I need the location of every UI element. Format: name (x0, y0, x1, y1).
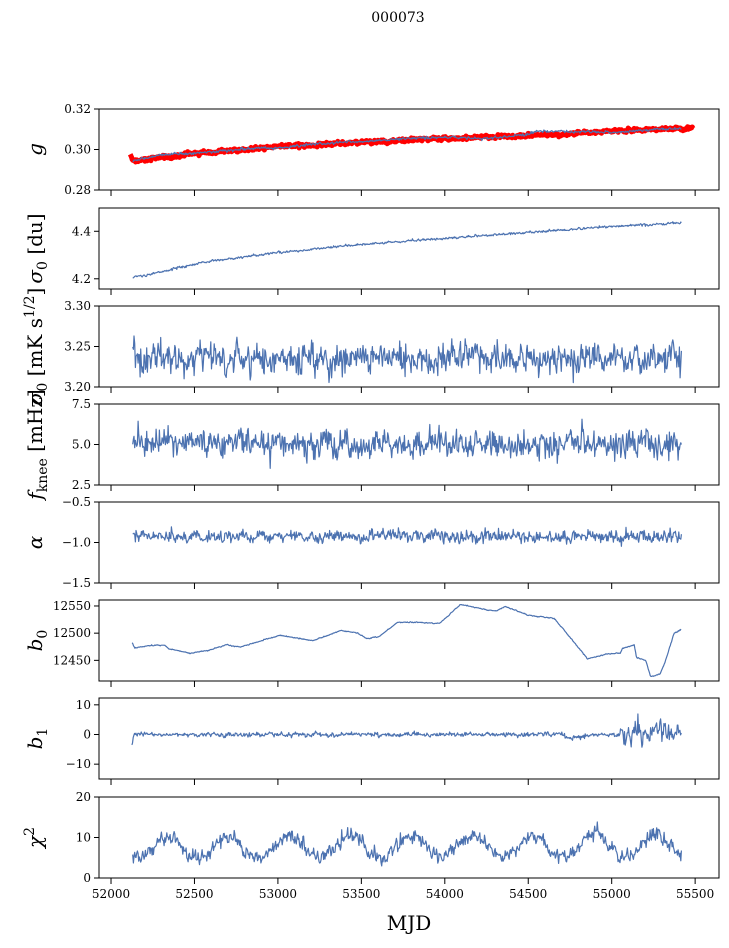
y-label-ylabel: b (23, 639, 47, 652)
y-tick-label: 5.0 (72, 438, 91, 452)
axes-frame (98, 697, 720, 780)
y-tick-label: 4.2 (72, 272, 91, 286)
series-line-sigma0_du (132, 221, 682, 279)
y-tick-label: 10 (76, 698, 91, 712)
y-tick-label: 0 (83, 727, 91, 741)
y-label-ylabel_sub: 0 (35, 261, 51, 270)
panel-6: 12450 12500 12550 b0 (23, 599, 720, 687)
series-line-b0 (131, 603, 682, 678)
series-line-fknee (132, 418, 682, 469)
y-tick-label: 10 (76, 831, 91, 845)
y-tick-label: 7.5 (72, 397, 91, 411)
panel-1: 0.28 0.30 0.32 g (23, 102, 720, 197)
panel-3: 3.20 3.25 3.30 σ0 [mK s1/2] (22, 288, 720, 406)
y-label-ylabel_sub: 0 (35, 383, 51, 392)
y-axis-label: σ0 [mK s1/2] (22, 288, 51, 406)
y-tick-label: 3.20 (64, 380, 91, 394)
chart-title: 000073 (371, 10, 424, 26)
y-label-ylabel_sub: 0 (35, 630, 51, 639)
y-axis-label: b0 (23, 630, 51, 652)
y-tick-label: 0 (83, 871, 91, 885)
series-line-alpha (132, 526, 682, 547)
series-line-b1 (131, 713, 682, 748)
x-axis-label: MJD (387, 911, 432, 935)
x-tick-label: 55500 (676, 887, 714, 901)
x-tick-label: 54500 (509, 887, 547, 901)
y-label-ylabel_end: ] (23, 288, 47, 296)
y-label-ylabel: σ (23, 390, 47, 405)
y-tick-label: 12500 (53, 626, 91, 640)
y-label-ylabel_unit: [du] (23, 213, 47, 261)
y-label-ylabel: b (23, 737, 47, 750)
y-tick-label: −1.0 (62, 536, 91, 550)
y-axis-label: α (23, 535, 47, 549)
x-tick-label: 52000 (92, 887, 130, 901)
y-label-ylabel_unit: [mK s (23, 318, 47, 383)
panel-2: 4.2 4.4 σ0 [du] (23, 207, 720, 295)
panel-8: 0 10 20 52000 52500 53000 53500 54000 54500 55000… (22, 790, 720, 901)
axes-frame (98, 207, 720, 290)
y-label-ylabel: χ (23, 834, 47, 850)
panel-7: −10 0 10 b1 (23, 697, 720, 785)
y-axis-label: g (23, 143, 47, 156)
y-label-ylabel_sub: knee (35, 458, 51, 492)
y-tick-label: −10 (66, 757, 91, 771)
y-axis-label: σ0 [du] (23, 213, 51, 283)
axes-frame (98, 501, 720, 584)
y-label-ylabel_unit: [mHz] (23, 389, 47, 458)
axes-frame (98, 599, 720, 682)
axes-frame (98, 305, 720, 388)
x-tick-label: 54000 (426, 887, 464, 901)
y-label-ylabel_sup: 2 (22, 827, 38, 836)
y-tick-label: 0.28 (64, 183, 91, 197)
y-label-ylabel: α (23, 535, 47, 549)
x-tick-label: 55000 (593, 887, 631, 901)
y-tick-label: 4.4 (72, 224, 91, 238)
series-line-g (132, 126, 682, 162)
series-line-sigma0_mK (132, 335, 682, 384)
y-tick-label: 2.5 (72, 478, 91, 492)
y-tick-label: 3.30 (64, 299, 91, 313)
x-tick-label: 52500 (175, 887, 213, 901)
y-label-ylabel: σ (23, 269, 47, 284)
y-label-ylabel_sub: 1 (35, 728, 51, 737)
x-tick-label: 53500 (342, 887, 380, 901)
y-label-ylabel_sup: 1/2 (22, 296, 38, 319)
series-line-chi2 (132, 821, 682, 867)
y-tick-label: 0.30 (64, 143, 91, 157)
panel-4: 2.5 5.0 7.5 fknee [mHz] (23, 389, 720, 502)
y-tick-label: 12450 (53, 653, 91, 667)
y-axis-label: χ2 (22, 827, 47, 850)
x-tick-label: 53000 (259, 887, 297, 901)
y-tick-label: −1.5 (62, 576, 91, 590)
y-tick-label: 12550 (53, 599, 91, 613)
y-tick-label: 3.25 (64, 340, 91, 354)
y-axis-label: b1 (23, 728, 51, 750)
y-axis-label: fknee [mHz] (23, 389, 51, 501)
y-tick-label: 0.32 (64, 102, 91, 116)
y-label-ylabel: g (23, 143, 47, 156)
y-tick-label: 20 (76, 790, 91, 804)
y-tick-label: −0.5 (62, 495, 91, 509)
axes-frame (98, 108, 720, 191)
panel-5: −1.5 −1.0 −0.5 α (23, 495, 720, 590)
